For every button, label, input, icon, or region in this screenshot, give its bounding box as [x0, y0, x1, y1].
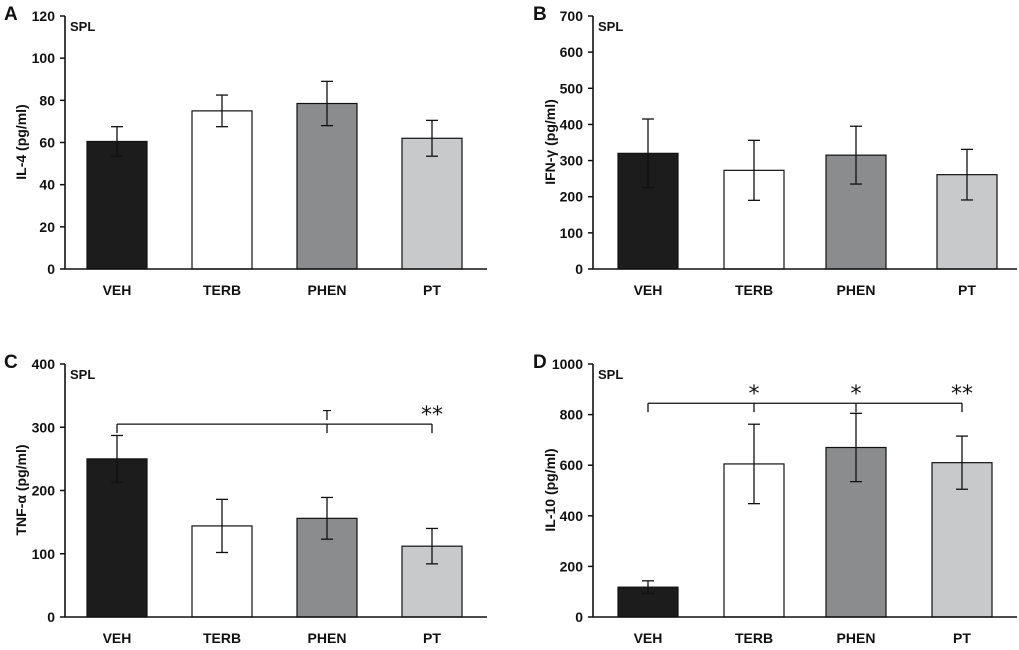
inset-label: SPL: [598, 367, 623, 382]
y-tick-label: 600: [560, 44, 584, 60]
x-tick-label: PHEN: [308, 630, 347, 646]
significance-mark: *: [749, 382, 760, 407]
x-tick-label: TERB: [735, 630, 773, 646]
x-tick-label: TERB: [203, 282, 241, 298]
significance-mark: *: [851, 382, 862, 407]
y-tick-label: 0: [47, 609, 55, 625]
x-tick-label: PHEN: [837, 630, 876, 646]
inset-label: SPL: [70, 367, 95, 382]
y-tick-label: 300: [560, 153, 584, 169]
x-tick-label: PHEN: [308, 282, 347, 298]
x-tick-label: VEH: [634, 630, 663, 646]
y-tick-label: 60: [39, 135, 55, 151]
y-tick-label: 120: [32, 8, 56, 24]
chart-panel-c: C SPL TNF-α (pg/ml) 0 100 200 300 400 VEH TERB PHE…: [4, 352, 487, 646]
y-tick-label: 300: [32, 419, 56, 435]
y-tick-label: 400: [560, 508, 584, 524]
bar-terb: [191, 110, 253, 270]
chart-panel-a: A SPL IL-4 (pg/ml) 0 20 40 60 80 100 120 VEH TERB PH…: [4, 4, 487, 298]
y-axis-label: IL-4 (pg/ml): [13, 104, 29, 179]
bar-veh: [86, 458, 148, 618]
y-tick-label: 800: [560, 407, 584, 423]
y-tick-label: 400: [560, 116, 584, 132]
y-tick-label: 80: [39, 92, 55, 108]
y-tick-label: 1000: [552, 356, 583, 372]
bar-pt: [401, 137, 463, 270]
x-tick-label: VEH: [103, 282, 132, 298]
y-tick-label: 200: [32, 483, 56, 499]
y-tick-label: 200: [560, 558, 584, 574]
y-tick-label: 0: [47, 261, 55, 277]
chart-panel-d: D SPL IL-10 (pg/ml) 0 200 400 600 800 1000 VEH TER…: [533, 352, 1017, 646]
bar-veh: [86, 140, 148, 270]
x-tick-label: TERB: [735, 282, 773, 298]
significance-mark: T: [322, 409, 331, 424]
y-axis-label: TNF-α (pg/ml): [13, 444, 29, 535]
y-tick-label: 700: [560, 8, 584, 24]
panel-letter: C: [4, 352, 18, 373]
x-tick-label: PT: [953, 630, 971, 646]
y-tick-label: 200: [560, 189, 584, 205]
inset-label: SPL: [598, 19, 623, 34]
chart-panel-b: B SPL IFN-γ (pg/ml) 0 100 200 300 400 500 600 700 V…: [533, 4, 1017, 298]
bar-phen: [296, 102, 358, 270]
x-tick-label: PT: [423, 282, 441, 298]
x-tick-label: PT: [423, 630, 441, 646]
y-axis-label: IFN-γ (pg/ml): [542, 99, 558, 185]
y-tick-label: 100: [32, 546, 56, 562]
panel-letter: A: [4, 4, 18, 25]
y-tick-label: 0: [575, 609, 583, 625]
x-tick-label: PT: [958, 282, 976, 298]
y-tick-label: 20: [39, 219, 55, 235]
y-tick-label: 500: [560, 80, 584, 96]
significance-mark: **: [421, 403, 443, 428]
y-axis-label: IL-10 (pg/ml): [542, 448, 558, 531]
panel-letter: B: [533, 4, 547, 25]
x-tick-label: PHEN: [837, 282, 876, 298]
x-tick-label: VEH: [634, 282, 663, 298]
inset-label: SPL: [70, 19, 95, 34]
x-tick-label: TERB: [203, 630, 241, 646]
y-tick-label: 400: [32, 356, 56, 372]
y-tick-label: 100: [32, 50, 56, 66]
panel-letter: D: [533, 352, 547, 373]
x-tick-label: VEH: [103, 630, 132, 646]
y-tick-label: 100: [560, 225, 584, 241]
y-tick-label: 600: [560, 457, 584, 473]
significance-mark: **: [951, 382, 973, 407]
y-tick-label: 40: [39, 177, 55, 193]
y-tick-label: 0: [575, 261, 583, 277]
